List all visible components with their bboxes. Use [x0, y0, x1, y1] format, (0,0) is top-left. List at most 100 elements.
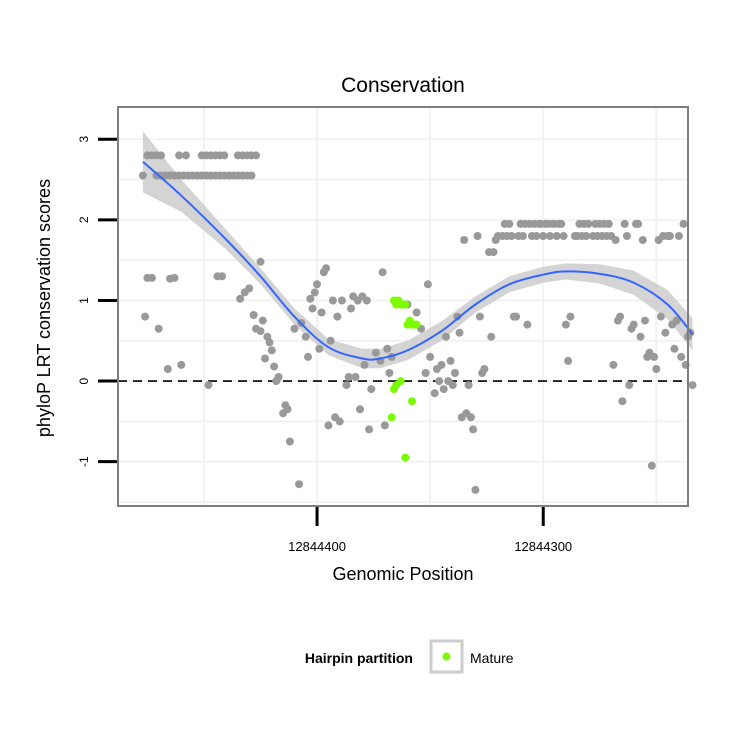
other-point [518, 232, 527, 240]
other-point [265, 338, 274, 347]
other-point [218, 272, 226, 281]
other-point [274, 373, 283, 381]
other-point [138, 171, 147, 180]
other-point [679, 219, 688, 228]
other-point [552, 232, 561, 240]
legend-entry-mature-label: Mature [470, 650, 514, 666]
other-point [412, 308, 421, 317]
other-point [204, 381, 213, 390]
other-point [295, 480, 303, 489]
other-point [559, 232, 568, 240]
other-point [675, 232, 683, 240]
other-point [317, 308, 326, 317]
other-point [437, 360, 446, 369]
other-point [362, 296, 371, 305]
other-point [532, 232, 541, 240]
other-point [487, 332, 496, 341]
other-point [656, 312, 665, 321]
other-point [351, 373, 360, 381]
other-point [641, 316, 649, 325]
other-point [181, 151, 190, 160]
other-point [439, 385, 448, 394]
other-point [672, 316, 681, 325]
other-point [460, 236, 469, 244]
y-tick-label: -1 [77, 456, 91, 467]
other-point [380, 421, 389, 430]
other-point [616, 312, 625, 321]
other-point [647, 461, 656, 470]
other-point [367, 385, 376, 394]
other-point [523, 320, 532, 329]
other-point [423, 280, 432, 289]
other-point [473, 232, 482, 240]
other-point [609, 360, 618, 369]
x-axis-label: Genomic Position [332, 564, 473, 584]
other-point [475, 312, 484, 321]
other-point [446, 356, 455, 365]
other-point [347, 304, 355, 313]
other-point [489, 248, 498, 257]
y-tick-label: 2 [77, 216, 91, 223]
other-point [267, 346, 276, 355]
other-point [661, 328, 670, 337]
other-point [360, 360, 369, 369]
other-point [652, 365, 661, 373]
other-point [564, 356, 573, 365]
other-point [247, 171, 256, 180]
other-point [175, 151, 184, 160]
other-point [466, 413, 475, 422]
other-point [451, 369, 459, 377]
other-point [421, 369, 430, 377]
other-point [453, 312, 462, 321]
other-point [604, 219, 613, 228]
legend-title: Hairpin partition [305, 650, 413, 666]
other-point [582, 232, 591, 240]
other-point [426, 352, 435, 361]
grid-lines [118, 107, 688, 506]
other-point [688, 381, 697, 390]
other-point [256, 257, 265, 266]
legend-key-mature-point [442, 652, 451, 661]
other-point [310, 288, 319, 297]
other-point [464, 381, 473, 390]
other-point [622, 232, 631, 240]
other-point [322, 264, 331, 273]
other-point [505, 219, 514, 228]
other-point [636, 332, 645, 341]
other-point [566, 312, 575, 321]
plot-area [117, 106, 697, 507]
other-point [308, 304, 317, 313]
other-point [306, 294, 315, 303]
y-tick-label: 1 [77, 297, 91, 304]
other-point [618, 397, 627, 406]
other-point [344, 373, 353, 381]
other-point [365, 425, 374, 434]
other-point [258, 316, 267, 325]
other-point [546, 232, 554, 240]
other-point [141, 312, 150, 321]
other-point [285, 437, 294, 446]
other-point [430, 389, 439, 398]
other-point [620, 219, 629, 228]
other-point [256, 327, 265, 336]
other-point [333, 312, 342, 321]
other-point [261, 354, 269, 363]
other-point [177, 360, 186, 369]
other-point [677, 352, 686, 361]
other-point [634, 219, 643, 228]
other-point [480, 365, 489, 373]
other-point [290, 324, 299, 333]
mature-point [412, 320, 421, 329]
other-point [539, 232, 548, 240]
other-point [170, 273, 179, 282]
other-point [304, 352, 312, 361]
smooth-trend-line [142, 161, 694, 361]
other-point [625, 381, 634, 390]
other-point [611, 236, 620, 244]
legend: Hairpin partition Mature [305, 639, 514, 674]
other-point [507, 232, 516, 240]
other-point [448, 381, 457, 390]
other-point [328, 296, 337, 305]
other-point [157, 151, 165, 160]
